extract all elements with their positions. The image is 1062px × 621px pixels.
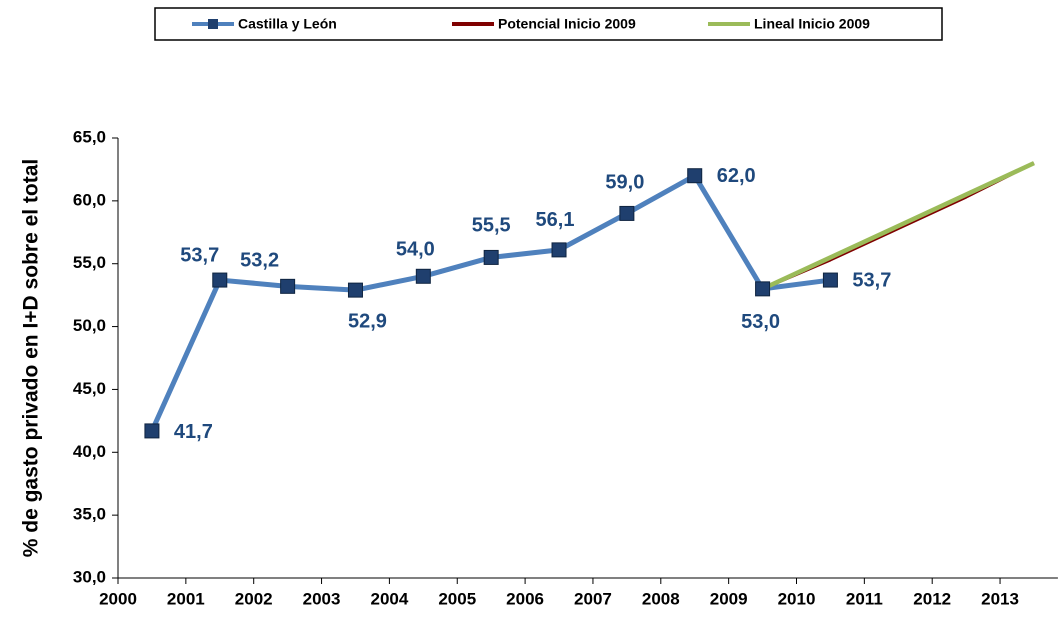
x-tick-label: 2005 xyxy=(438,589,476,608)
y-tick-label: 40,0 xyxy=(73,442,106,461)
x-tick-label: 2004 xyxy=(370,589,408,608)
marker xyxy=(144,423,160,439)
data-label: 59,0 xyxy=(605,172,644,194)
legend-label: Potencial Inicio 2009 xyxy=(498,16,636,32)
marker xyxy=(415,268,431,284)
legend-label: Lineal Inicio 2009 xyxy=(754,16,870,32)
y-tick-label: 30,0 xyxy=(73,567,106,586)
data-label: 54,0 xyxy=(396,239,435,261)
x-tick-label: 2012 xyxy=(913,589,951,608)
x-tick-label: 2000 xyxy=(99,589,137,608)
data-label: 62,0 xyxy=(717,165,756,187)
marker xyxy=(280,278,296,294)
series-line xyxy=(761,161,1035,291)
data-label: 53,2 xyxy=(240,250,279,272)
data-label: 53,0 xyxy=(741,311,780,333)
marker xyxy=(687,168,703,184)
data-label: 53,7 xyxy=(180,244,219,266)
data-label: 53,7 xyxy=(852,269,891,291)
marker xyxy=(822,272,838,288)
y-axis-label: % de gasto privado en I+D sobre el total xyxy=(20,159,43,558)
marker xyxy=(619,205,635,221)
marker xyxy=(483,249,499,265)
legend-marker xyxy=(208,19,218,29)
x-tick-label: 2006 xyxy=(506,589,544,608)
x-tick-label: 2001 xyxy=(167,589,205,608)
data-label: 56,1 xyxy=(536,209,575,231)
y-tick-label: 45,0 xyxy=(73,379,106,398)
marker xyxy=(212,272,228,288)
marker xyxy=(347,282,363,298)
x-tick-label: 2010 xyxy=(778,589,816,608)
x-tick-label: 2013 xyxy=(981,589,1019,608)
data-label: 41,7 xyxy=(174,421,213,443)
y-tick-label: 55,0 xyxy=(73,253,106,272)
data-label: 52,9 xyxy=(348,310,387,332)
y-tick-label: 50,0 xyxy=(73,316,106,335)
x-tick-label: 2011 xyxy=(846,589,883,608)
x-tick-label: 2003 xyxy=(303,589,341,608)
legend-box xyxy=(154,7,943,41)
y-tick-label: 60,0 xyxy=(73,190,106,209)
legend-label: Castilla y León xyxy=(238,16,337,32)
x-tick-label: 2008 xyxy=(642,589,680,608)
x-tick-label: 2007 xyxy=(574,589,612,608)
x-tick-label: 2002 xyxy=(235,589,273,608)
marker xyxy=(551,242,567,258)
data-label: 55,5 xyxy=(472,215,511,237)
x-tick-label: 2009 xyxy=(710,589,748,608)
y-tick-label: 35,0 xyxy=(73,505,106,524)
marker xyxy=(755,281,771,297)
y-tick-label: 65,0 xyxy=(73,127,106,146)
